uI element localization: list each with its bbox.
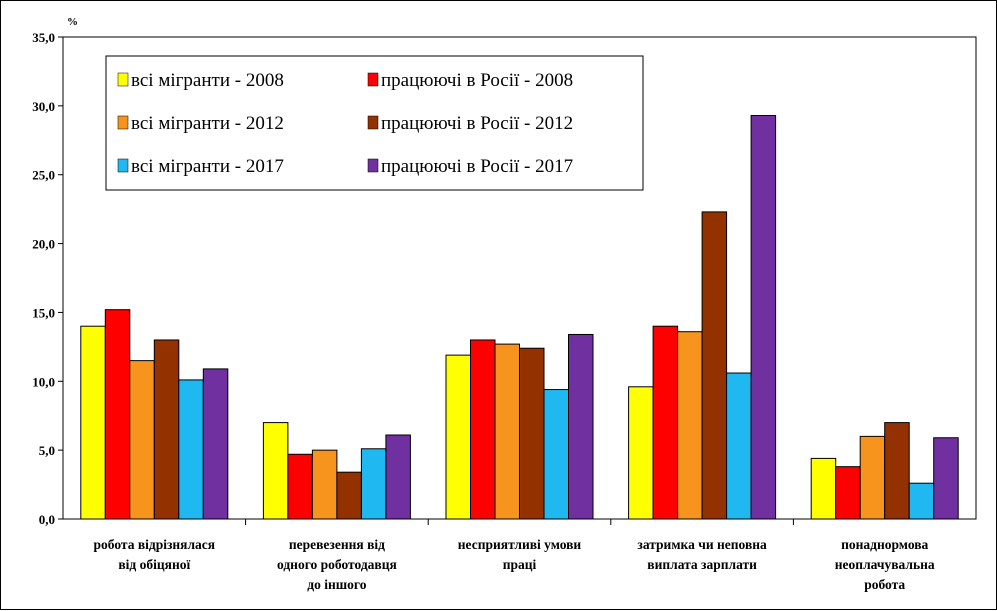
bar-4-cat-3 (519, 347, 545, 520)
x-category-label: праці (503, 557, 537, 572)
legend-swatch (367, 115, 379, 130)
legend-label: працюючі в Росії - 2008 (381, 70, 573, 91)
bar-6-cat-4 (750, 114, 777, 520)
x-category-label: одного роботодавця (277, 557, 397, 572)
legend-swatch (117, 158, 129, 173)
bar-5-cat-3 (543, 389, 569, 520)
bar-2-cat-4 (652, 325, 679, 520)
x-category-label: від обіцяної (118, 557, 190, 572)
bar-6-cat-1 (202, 368, 229, 520)
x-category-label: до іншого (307, 577, 366, 592)
y-tick-label: 30,0 (32, 99, 55, 114)
legend: всі мігранти - 2008 працюючі в Росії - 20… (105, 55, 644, 191)
bar-6-cat-5 (933, 437, 959, 520)
y-axis-unit: % (67, 16, 78, 28)
bar-2-cat-5 (835, 466, 861, 520)
bar-3-cat-3 (494, 343, 520, 520)
legend-label: всі мігранти - 2008 (131, 70, 284, 91)
bar-1-cat-5 (810, 457, 837, 520)
bar-4-cat-2 (336, 471, 362, 520)
y-tick-label: 35,0 (32, 30, 55, 45)
legend-swatch (367, 158, 379, 173)
bar-5-cat-1 (178, 379, 204, 520)
x-category-label: робота відрізнялася (94, 537, 216, 552)
legend-swatch (117, 115, 129, 130)
bar-3-cat-1 (129, 360, 155, 520)
bar-1-cat-2 (262, 422, 289, 520)
bar-2-cat-1 (104, 309, 131, 520)
x-category-label: неоплачувальна (835, 557, 935, 572)
bar-1-cat-1 (80, 325, 106, 520)
y-tick-label: 0,0 (39, 512, 55, 527)
bar-3-cat-5 (859, 435, 886, 520)
category-labels: робота відрізнялася від обіцяної перевезен… (94, 537, 935, 592)
x-category-label: понаднормова (841, 537, 928, 552)
bar-3-cat-2 (311, 449, 338, 520)
legend-swatch (367, 72, 379, 87)
y-tick-label: 15,0 (32, 305, 55, 320)
legend-swatch (117, 72, 129, 87)
bar-4-cat-5 (884, 422, 910, 520)
y-tick-label: 25,0 (32, 168, 55, 183)
bar-6-cat-3 (568, 333, 594, 520)
legend-label: всі мігранти - 2017 (131, 156, 284, 177)
legend-label: працюючі в Росії - 2012 (381, 113, 573, 134)
bar-5-cat-5 (908, 482, 935, 520)
y-tick-label: 20,0 (32, 237, 55, 252)
bar-5-cat-4 (726, 372, 752, 520)
y-tick-label: 5,0 (39, 443, 55, 458)
bar-2-cat-3 (470, 339, 496, 520)
x-category-label: виплата зарплати (647, 557, 757, 572)
bar-5-cat-2 (360, 448, 387, 520)
legend-label: працюючі в Росії - 2017 (381, 156, 573, 177)
x-category-label: затримка чи неповна (637, 537, 767, 552)
bar-2-cat-2 (287, 453, 313, 520)
y-tick-label: 10,0 (32, 374, 55, 389)
bars (80, 114, 959, 520)
legend-label: всі мігранти - 2012 (131, 113, 284, 134)
x-category-label: робота (864, 577, 905, 592)
bar-4-cat-4 (701, 211, 728, 520)
bar-6-cat-2 (385, 434, 411, 520)
bar-1-cat-4 (628, 386, 654, 520)
bar-3-cat-4 (677, 331, 703, 520)
x-category-label: несприятливі умови (458, 537, 582, 552)
x-category-label: перевезення від (289, 537, 385, 552)
bar-4-cat-1 (153, 339, 180, 520)
bar-1-cat-3 (445, 354, 471, 520)
